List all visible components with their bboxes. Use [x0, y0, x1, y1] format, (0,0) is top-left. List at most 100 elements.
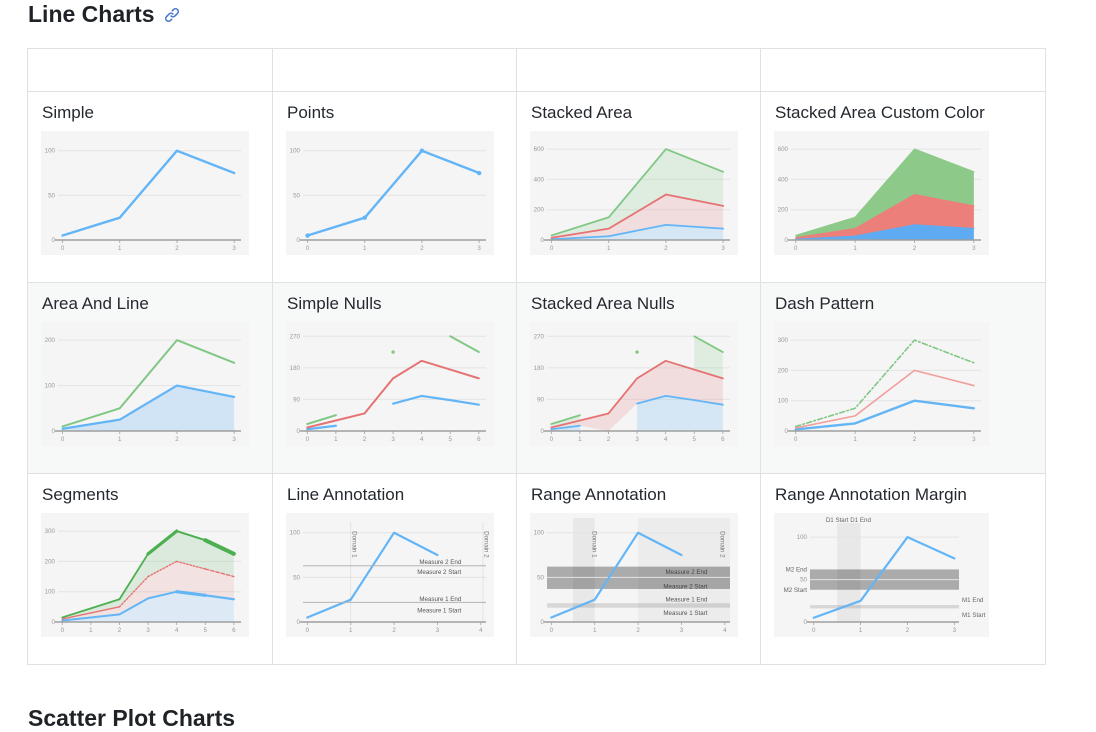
svg-text:1: 1	[607, 245, 611, 252]
svg-text:600: 600	[778, 146, 789, 153]
svg-text:M2 Start: M2 Start	[784, 587, 808, 594]
svg-text:0: 0	[541, 237, 545, 244]
chart-svg: 0 1 2 3 0 100 200 300	[774, 322, 989, 446]
svg-text:4: 4	[175, 627, 179, 634]
svg-text:100: 100	[290, 148, 301, 155]
svg-text:0: 0	[61, 627, 65, 634]
svg-text:100: 100	[290, 530, 301, 537]
svg-text:0: 0	[297, 428, 301, 435]
header-cell	[760, 48, 1046, 92]
svg-text:0: 0	[297, 237, 301, 244]
svg-text:Domain 2: Domain 2	[718, 531, 725, 558]
chart-svg: 0 1 2 3 0 50 100 D1 Start D1 End M2 End M2 Start M1…	[774, 513, 989, 637]
chart-canvas: 0 1 2 3 4 5 6 0 100 200 300	[41, 513, 260, 637]
svg-text:2: 2	[913, 245, 917, 252]
svg-text:0: 0	[306, 627, 310, 634]
svg-text:3: 3	[680, 627, 684, 634]
svg-text:100: 100	[45, 589, 56, 596]
svg-text:Domain 1: Domain 1	[591, 531, 598, 558]
chart-canvas: 0 1 2 3 4 5 6 0 90 180 270	[530, 322, 748, 446]
svg-text:200: 200	[45, 337, 56, 344]
svg-text:0: 0	[297, 619, 301, 626]
svg-text:180: 180	[290, 365, 301, 372]
svg-text:1: 1	[349, 627, 353, 634]
svg-text:100: 100	[534, 530, 545, 537]
chart-title: Points	[287, 103, 335, 122]
svg-text:6: 6	[721, 436, 725, 443]
svg-text:2: 2	[118, 627, 122, 634]
svg-text:200: 200	[778, 207, 789, 214]
svg-text:2: 2	[420, 245, 424, 252]
header-cell	[516, 48, 761, 92]
svg-text:1: 1	[334, 436, 338, 443]
svg-text:2: 2	[906, 627, 910, 634]
chart-canvas: 0 1 2 3 4 5 6 0 90 180 270	[286, 322, 504, 446]
chart-title: Simple	[42, 103, 94, 122]
chart-cell: Area And Line 0 1 2 3 0 100 200	[27, 282, 273, 474]
svg-text:50: 50	[293, 192, 300, 199]
svg-text:3: 3	[232, 436, 236, 443]
header-cell	[27, 48, 273, 92]
svg-text:2: 2	[175, 436, 179, 443]
svg-text:3: 3	[436, 627, 440, 634]
chart-cell: Line Annotation 0 1 2 3 4 0 50 100 Measure 2 End…	[272, 473, 517, 665]
svg-text:Measure 1 Start: Measure 1 Start	[417, 607, 461, 614]
svg-text:300: 300	[45, 528, 56, 535]
table-row: Simple 0 1 2 3 0 50 100 Points 0 1 2 3 0 50 100 Stac…	[27, 91, 1046, 283]
chart-cell: Segments 0 1 2 3 4 5 6 0 100 200 300	[27, 473, 273, 665]
svg-text:1: 1	[859, 627, 863, 634]
link-icon[interactable]	[164, 7, 180, 23]
svg-text:Measure 2 End: Measure 2 End	[419, 559, 462, 566]
next-section-title: Scatter Plot Charts	[28, 704, 1096, 732]
chart-title: Dash Pattern	[775, 294, 875, 313]
chart-svg: 0 1 2 3 4 0 50 100 Measure 2 End Measure 2 Start M…	[530, 513, 738, 637]
svg-text:0: 0	[61, 436, 65, 443]
svg-text:3: 3	[721, 245, 725, 252]
chart-svg: 0 1 2 3 4 5 6 0 90 180 270	[530, 322, 738, 446]
chart-cell: Simple Nulls 0 1 2 3 4 5 6 0 90 180 270	[272, 282, 517, 474]
svg-text:2: 2	[913, 436, 917, 443]
svg-text:Measure 1 End: Measure 1 End	[419, 596, 462, 603]
chart-canvas: 0 1 2 3 4 0 50 100 Measure 2 End Measure 2 Start M…	[286, 513, 504, 637]
svg-text:50: 50	[293, 574, 300, 581]
svg-text:3: 3	[477, 245, 481, 252]
chart-title: Stacked Area Nulls	[531, 294, 675, 313]
svg-text:M2 End: M2 End	[786, 566, 808, 573]
chart-title: Stacked Area	[531, 103, 633, 122]
chart-canvas: 0 1 2 3 0 50 100 D1 Start D1 End M2 End M2 Start M1…	[774, 513, 1033, 637]
chart-cell: Dash Pattern 0 1 2 3 0 100 200 300	[760, 282, 1046, 474]
svg-text:Measure 2 End: Measure 2 End	[665, 569, 708, 576]
svg-text:0: 0	[785, 237, 789, 244]
svg-text:0: 0	[306, 436, 310, 443]
svg-text:90: 90	[537, 396, 544, 403]
svg-text:100: 100	[45, 383, 56, 390]
svg-text:270: 270	[290, 333, 301, 340]
svg-text:D1 End: D1 End	[850, 517, 871, 524]
chart-title: Segments	[42, 485, 119, 504]
svg-text:1: 1	[363, 245, 367, 252]
svg-text:1: 1	[578, 436, 582, 443]
svg-text:400: 400	[534, 176, 545, 183]
svg-text:1: 1	[89, 627, 93, 634]
chart-canvas: 0 1 2 3 0 200 400 600	[774, 131, 1033, 255]
svg-text:3: 3	[391, 436, 395, 443]
chart-canvas: 0 1 2 3 0 50 100	[41, 131, 260, 255]
chart-cell: Stacked Area 0 1 2 3 0 200 400 600	[516, 91, 761, 283]
svg-text:100: 100	[45, 148, 56, 155]
svg-text:180: 180	[534, 365, 545, 372]
table-row: Segments 0 1 2 3 4 5 6 0 100 200 300 Line Annotati…	[27, 473, 1046, 665]
svg-text:2: 2	[636, 627, 640, 634]
svg-text:0: 0	[541, 428, 545, 435]
svg-text:1: 1	[118, 436, 122, 443]
svg-text:6: 6	[477, 436, 481, 443]
svg-text:0: 0	[541, 619, 545, 626]
svg-text:600: 600	[534, 146, 545, 153]
svg-text:3: 3	[146, 627, 150, 634]
svg-text:50: 50	[537, 574, 544, 581]
chart-cell: Points 0 1 2 3 0 50 100	[272, 91, 517, 283]
chart-canvas: 0 1 2 3 4 0 50 100 Measure 2 End Measure 2 Start M…	[530, 513, 748, 637]
chart-cell: Stacked Area Nulls 0 1 2 3 4 5 6 0 90 180 270	[516, 282, 761, 474]
svg-text:1: 1	[593, 627, 597, 634]
charts-table: Simple 0 1 2 3 0 50 100 Points 0 1 2 3 0 50 100 Stac…	[27, 48, 1046, 665]
chart-title: Line Annotation	[287, 485, 405, 504]
